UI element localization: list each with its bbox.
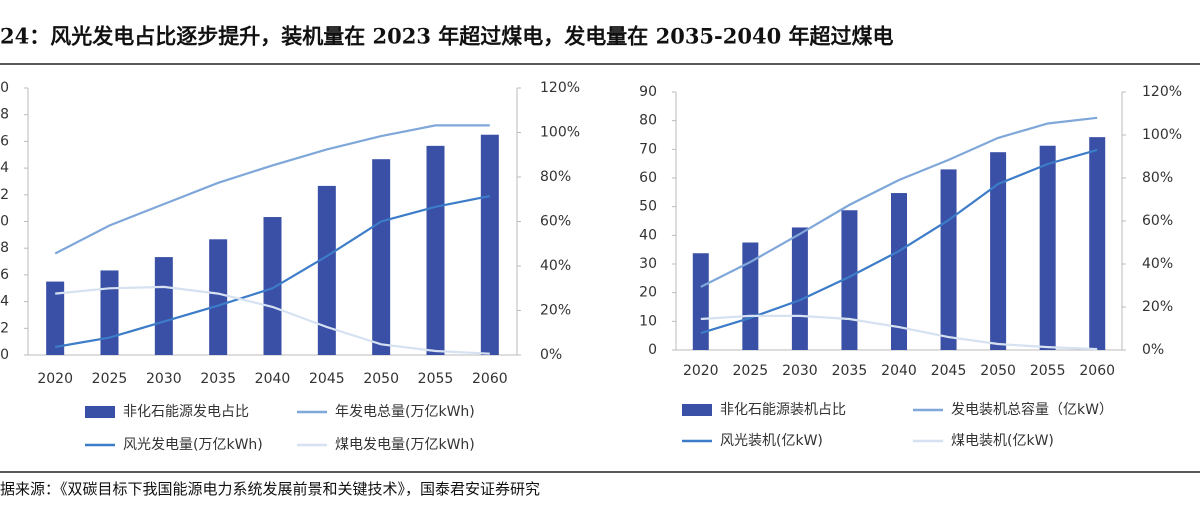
x-tick-label: 2050 <box>980 363 1016 379</box>
y2-tick-label: 60% <box>540 214 571 230</box>
line <box>54 124 490 255</box>
y-tick-label: 60 <box>639 170 657 186</box>
bar <box>940 169 957 350</box>
y2-tick-label: 100% <box>540 125 580 141</box>
y2-tick-label: 40% <box>540 258 571 274</box>
y2-tick-label: 60% <box>1142 213 1173 229</box>
bar <box>891 193 907 350</box>
x-tick-label: 2040 <box>255 371 291 387</box>
line <box>700 148 1098 335</box>
line <box>700 314 1098 351</box>
y-tick-label: 4 <box>0 294 9 310</box>
bar <box>692 253 709 350</box>
x-tick-label: 2060 <box>472 371 508 387</box>
y-tick-label: 20 <box>0 80 9 96</box>
y-tick-label: 80 <box>639 113 657 129</box>
x-tick-label: 2055 <box>1030 363 1066 379</box>
x-tick-label: 2035 <box>832 363 868 379</box>
bar <box>1089 137 1106 350</box>
legend-label: 风光装机(亿kW) <box>720 433 823 449</box>
y2-tick-label: 20% <box>1142 299 1173 315</box>
bar <box>1039 145 1056 350</box>
x-tick-label: 2060 <box>1079 363 1115 379</box>
legend-label: 风光发电量(万亿kWh) <box>123 437 263 453</box>
y2-tick-label: 80% <box>1142 170 1173 186</box>
bar <box>317 185 336 355</box>
bar <box>100 270 119 355</box>
bar <box>791 227 808 350</box>
y2-tick-label: 0% <box>1142 342 1164 358</box>
x-tick-label: 2020 <box>683 363 719 379</box>
y2-tick-label: 120% <box>540 80 580 96</box>
x-tick-label: 2055 <box>418 371 454 387</box>
source: 据来源：《双碳目标下我国能源电力系统发展前景和关键技术》，国泰君安证券研究 <box>0 480 540 498</box>
bar <box>990 152 1007 350</box>
line <box>55 285 490 355</box>
x-tick-label: 2025 <box>92 371 128 387</box>
y-tick-label: 16 <box>0 133 9 149</box>
y-tick-label: 10 <box>639 313 657 329</box>
legend-label: 非化石能源发电占比 <box>123 404 249 420</box>
legend-swatch <box>85 406 115 418</box>
y-tick-label: 30 <box>639 256 657 272</box>
x-tick-label: 2030 <box>782 363 818 379</box>
x-tick-label: 2050 <box>363 371 399 387</box>
line <box>700 116 1098 288</box>
legend-label: 煤电装机(亿kW) <box>951 433 1054 449</box>
y2-tick-label: 20% <box>540 303 571 319</box>
y-tick-label: 12 <box>0 187 9 203</box>
y-tick-label: 18 <box>0 107 9 123</box>
y2-tick-label: 80% <box>540 169 571 185</box>
legend-label: 发电装机总容量（亿kW） <box>951 401 1113 418</box>
y2-tick-label: 40% <box>1142 256 1173 272</box>
y-tick-label: 0 <box>648 342 657 358</box>
legend-swatch <box>682 404 712 416</box>
y2-tick-label: 100% <box>1142 127 1182 143</box>
bar <box>372 159 391 355</box>
bar <box>742 242 759 350</box>
y-tick-label: 40 <box>639 227 657 243</box>
bar <box>154 257 173 355</box>
line <box>55 195 491 349</box>
y2-tick-label: 0% <box>540 347 562 363</box>
bar <box>46 281 65 355</box>
bar <box>263 217 282 355</box>
y2-tick-label: 120% <box>1142 84 1182 100</box>
bar <box>480 134 499 355</box>
legend-label: 煤电发电量(万亿kWh) <box>335 437 475 453</box>
x-tick-label: 2045 <box>309 371 345 387</box>
x-tick-label: 2045 <box>931 363 967 379</box>
bar <box>426 145 445 355</box>
y-tick-label: 6 <box>0 267 9 283</box>
y-tick-label: 14 <box>0 160 9 176</box>
x-tick-label: 2030 <box>146 371 182 387</box>
y-tick-label: 20 <box>639 285 657 301</box>
x-tick-label: 2040 <box>881 363 917 379</box>
y-tick-label: 50 <box>639 199 657 215</box>
legend-label: 非化石能源装机占比 <box>720 402 846 418</box>
x-tick-label: 2025 <box>733 363 769 379</box>
bar <box>209 239 228 355</box>
bar <box>841 210 858 350</box>
x-tick-label: 2020 <box>37 371 73 387</box>
y-tick-label: 70 <box>639 141 657 157</box>
y-tick-label: 2 <box>0 320 9 336</box>
page-title: 24：风光发电占比逐步提升，装机量在 2023 年超过煤电，发电量在 2035-… <box>0 24 894 49</box>
y-tick-label: 10 <box>0 214 9 230</box>
y-tick-label: 90 <box>639 84 657 100</box>
legend-label: 年发电总量(万亿kWh) <box>335 404 475 420</box>
y-tick-label: 0 <box>0 347 9 363</box>
y-tick-label: 8 <box>0 240 9 256</box>
x-tick-label: 2035 <box>200 371 236 387</box>
